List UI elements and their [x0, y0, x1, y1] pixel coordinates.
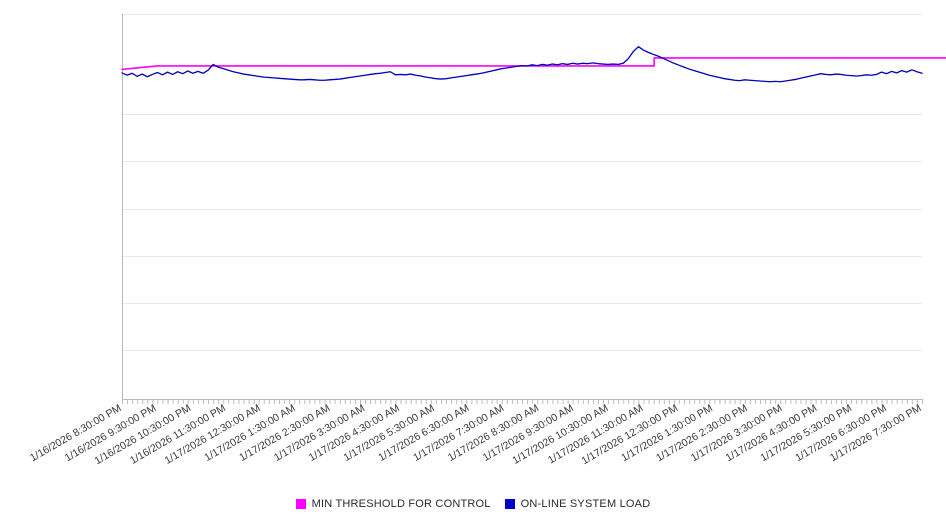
series-min-threshold-for-control [121, 57, 946, 71]
chart-legend: MIN THRESHOLD FOR CONTROL ON-LINE SYSTEM… [0, 498, 946, 510]
series-on-line-system-load [121, 46, 923, 83]
legend-label-system-load: ON-LINE SYSTEM LOAD [520, 498, 651, 510]
legend-swatch-blue-icon [504, 499, 515, 509]
gridlines-group [122, 14, 922, 351]
x-axis-labels-group: 1/16/2026 8:30:00 PM1/16/2026 9:30:00 PM… [28, 402, 923, 467]
legend-item-system-load[interactable]: ON-LINE SYSTEM LOAD [504, 498, 651, 510]
x-axis-tickmarks [122, 399, 923, 404]
legend-swatch-magenta-icon [295, 499, 306, 509]
legend-label-min-threshold: MIN THRESHOLD FOR CONTROL [311, 498, 491, 510]
legend-item-min-threshold[interactable]: MIN THRESHOLD FOR CONTROL [295, 498, 491, 510]
